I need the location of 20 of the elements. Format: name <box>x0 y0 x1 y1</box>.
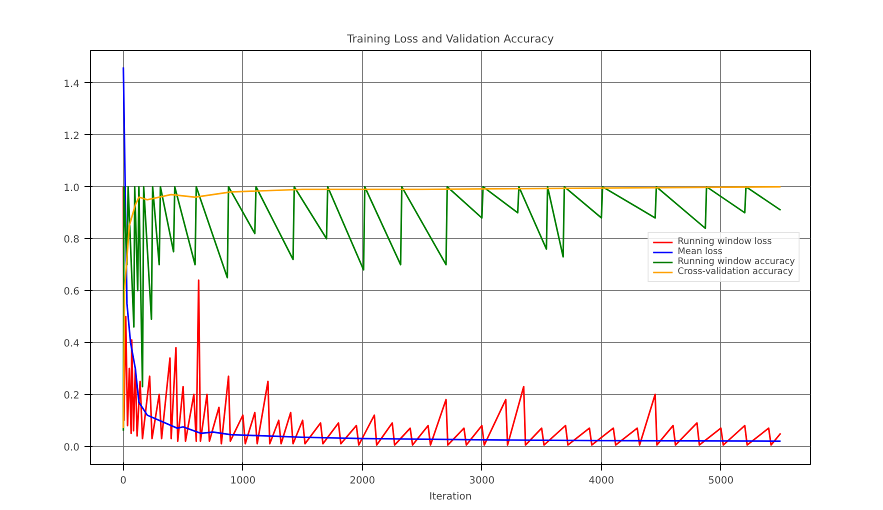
legend-label: Mean loss <box>678 247 722 257</box>
x-axis-title: Iteration <box>429 492 472 502</box>
legend-label: Running window loss <box>678 237 772 247</box>
y-tick-label: 1.0 <box>64 182 80 194</box>
x-tick-label: 4000 <box>588 476 614 486</box>
x-tick-label: 0 <box>120 476 127 486</box>
y-tick-label: 0.8 <box>64 234 80 246</box>
y-tick-label: 0.4 <box>64 338 80 350</box>
x-tick-label: 5000 <box>708 476 734 486</box>
legend-label: Running window accuracy <box>678 257 795 267</box>
chart-title: Training Loss and Validation Accuracy <box>346 32 554 46</box>
legend-label: Cross-validation accuracy <box>678 267 794 277</box>
x-tick-label: 1000 <box>230 476 256 486</box>
y-tick-label: 0.6 <box>64 286 80 298</box>
y-tick-label: 0.0 <box>64 442 80 454</box>
y-tick-label: 0.2 <box>64 390 80 402</box>
x-tick-label: 3000 <box>469 476 495 486</box>
y-tick-label: 1.4 <box>64 78 80 90</box>
y-tick-label: 1.2 <box>64 130 80 142</box>
x-tick-label: 2000 <box>350 476 376 486</box>
